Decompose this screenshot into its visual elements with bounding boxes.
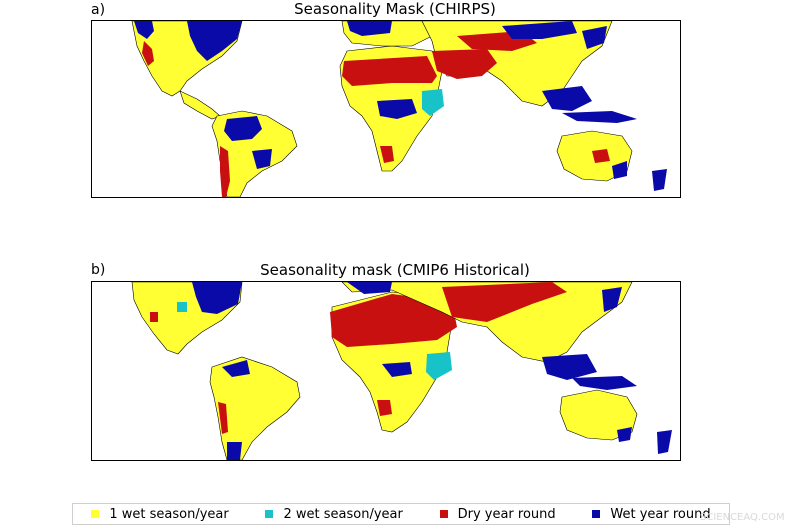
- map-a-canvas: [131, 21, 667, 197]
- legend-label: 1 wet season/year: [109, 506, 229, 522]
- new-zealand-wet: [652, 169, 667, 191]
- south-america-land: [209, 356, 301, 460]
- legend-swatch-blue: [592, 510, 601, 518]
- panel-b-label: b): [91, 262, 106, 278]
- australia-wet: [612, 161, 627, 179]
- central-america-land: [179, 90, 221, 120]
- watermark: SCIENCEAQ.COM: [700, 512, 785, 523]
- legend-label: 2 wet season/year: [283, 506, 403, 522]
- legend-item-1-wet-season: 1 wet season/year: [91, 506, 229, 522]
- map-panel-b[interactable]: [91, 281, 681, 461]
- new-zealand-wet: [657, 430, 672, 454]
- legend-swatch-yellow: [91, 510, 100, 518]
- legend-swatch-cyan: [265, 510, 274, 518]
- south-america-wet: [222, 360, 250, 377]
- siberia-wet: [582, 26, 607, 49]
- east-asia-wet: [602, 287, 622, 312]
- legend-item-dry-year-round: Dry year round: [439, 506, 556, 522]
- europe-wet: [347, 21, 392, 36]
- africa-horn-two-season: [426, 352, 452, 380]
- australia-dry: [592, 149, 610, 163]
- indonesia-wet: [562, 111, 637, 123]
- map-b-canvas: [131, 282, 672, 460]
- north-america-wet: [192, 282, 242, 314]
- east-asia-wet: [502, 21, 577, 39]
- south-america-wet: [224, 116, 262, 141]
- australia-wet: [617, 427, 632, 442]
- south-america-dry: [218, 402, 228, 434]
- north-america-wet: [187, 21, 242, 61]
- north-america-wet-west: [134, 21, 154, 39]
- panel-a-label: a): [91, 2, 106, 18]
- map-panel-a[interactable]: [91, 20, 681, 198]
- africa-sahara-dry: [342, 56, 437, 86]
- north-america-two-season: [177, 302, 187, 312]
- africa-horn-two-season: [422, 89, 444, 116]
- map-legend: 1 wet season/year 2 wet season/year Dry …: [72, 503, 730, 525]
- south-america-wet-south: [252, 149, 272, 169]
- africa-south-dry: [377, 400, 392, 416]
- africa-south-dry: [380, 146, 394, 163]
- indonesia-wet: [572, 376, 637, 390]
- legend-label: Wet year round: [610, 506, 711, 522]
- africa-congo-wet: [382, 362, 412, 377]
- legend-item-2-wet-season: 2 wet season/year: [265, 506, 403, 522]
- southeast-asia-wet: [542, 354, 597, 380]
- asia-dry: [442, 282, 567, 322]
- legend-swatch-red: [439, 510, 448, 518]
- south-america-dry: [220, 146, 230, 197]
- europe-wet: [347, 282, 392, 294]
- panel-a-title: Seasonality Mask (CHIRPS): [294, 0, 496, 18]
- north-america-dry: [142, 41, 154, 66]
- south-america-wet-south: [227, 442, 242, 460]
- middle-east-dry: [432, 49, 497, 79]
- panel-b-title: Seasonality mask (CMIP6 Historical): [260, 261, 530, 279]
- africa-sahara-dry: [330, 294, 457, 347]
- legend-label: Dry year round: [457, 506, 556, 522]
- africa-congo-wet: [377, 99, 417, 119]
- north-america-dry: [150, 312, 158, 322]
- southeast-asia-wet: [542, 86, 592, 111]
- legend-item-wet-year-round: Wet year round: [592, 506, 711, 522]
